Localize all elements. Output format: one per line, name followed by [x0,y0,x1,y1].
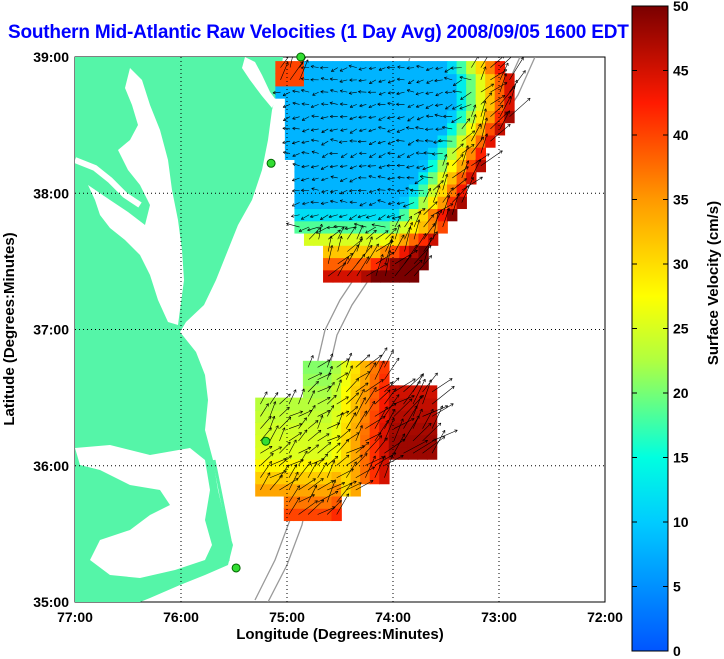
y-axis-ticks: 39:00 38:00 37:00 36:00 35:00 [33,49,69,610]
y-tick-label: 39:00 [33,49,69,65]
x-tick-label: 77:00 [57,609,93,625]
y-tick-label: 35:00 [33,594,69,610]
colorbar-tick-label: 15 [673,450,689,466]
colorbar-tick-label: 35 [673,192,689,208]
colorbar-tick-label: 25 [673,321,689,337]
grid [75,57,605,602]
colorbar-ticks: 0 5 10 15 20 25 30 35 40 45 50 [632,0,689,659]
colorbar-tick-label: 20 [673,385,689,401]
colorbar-label: Surface Velocity (cm/s) [705,201,722,365]
x-tick-label: 74:00 [375,609,411,625]
radar-site-marker [296,52,306,62]
y-axis-label: Latitude (Degrees:Minutes) [1,232,18,425]
velocity-vectors [260,57,531,515]
colorbar-tick-label: 10 [673,514,689,530]
radar-site-marker [261,436,271,446]
colorbar-tick-label: 0 [673,643,681,659]
x-tick-label: 72:00 [587,609,623,625]
map-title: Southern Mid-Atlantic Raw Velocities (1 … [8,22,629,43]
colorbar-tick-label: 40 [673,127,689,143]
y-tick-label: 38:00 [33,185,69,201]
pamlico-sound [75,445,212,578]
delaware-bay [242,57,276,108]
x-axis-label: Longitude (Degrees:Minutes) [236,626,444,643]
colorbar-tick-label: 5 [673,579,681,595]
x-axis-ticks: 77:00 76:00 75:00 74:00 73:00 72:00 [57,609,623,625]
y-tick-label: 37:00 [33,322,69,338]
radar-sites [231,52,306,573]
colorbar-tick-label: 45 [673,63,689,79]
x-tick-label: 73:00 [481,609,517,625]
x-tick-label: 75:00 [269,609,305,625]
radar-site-marker [266,158,276,168]
colorbar-tick-label: 30 [673,256,689,272]
radar-site-marker [231,563,241,573]
y-tick-label: 36:00 [33,458,69,474]
colorbar-tick-label: 50 [673,0,689,14]
chesapeake-bay [88,68,184,325]
x-tick-label: 76:00 [163,609,199,625]
colorbar [631,5,669,652]
